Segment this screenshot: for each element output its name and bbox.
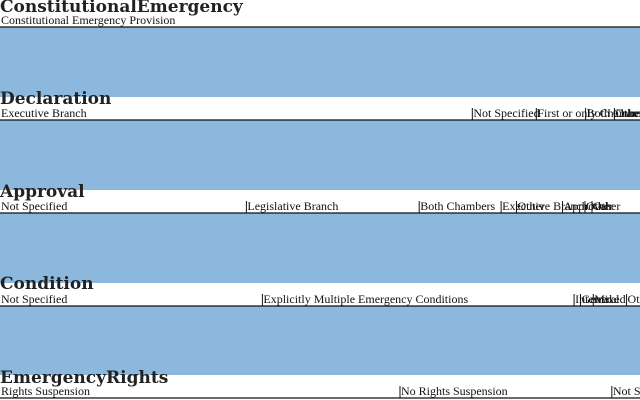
category-label: Rights Suspension [1, 384, 90, 398]
category-label: Not Specified [613, 384, 640, 398]
dimension-title: Declaration [0, 89, 111, 109]
level-band [0, 213, 640, 283]
dimension-title: Approval [0, 182, 85, 202]
dimension-title: Condition [0, 274, 94, 294]
category-label: Not Specified [1, 292, 67, 306]
category-label: Explicitly Multiple Emergency Conditions [263, 292, 468, 306]
level-band [0, 120, 640, 190]
category-label: Constitutional Emergency Provision [1, 13, 175, 27]
category-label: Executive Branch [1, 106, 87, 120]
dimension-title: EmergencyRights [0, 368, 168, 388]
category-label: Internal [575, 292, 613, 306]
category-label: Other [586, 199, 613, 213]
category-label: Other [615, 106, 640, 120]
level-band [0, 306, 640, 375]
category-label: Not Specified [1, 199, 67, 213]
category-label: Executive Branch [502, 199, 588, 213]
category-label: Both Chambers [420, 199, 495, 213]
category-label: Not Specified [473, 106, 539, 120]
bars-layer [0, 27, 640, 375]
category-label: No Rights Suspension [401, 384, 508, 398]
dimension-title: ConstitutionalEmergency [0, 0, 244, 17]
level-band [0, 27, 640, 97]
category-label: General [581, 292, 620, 306]
category-label: Other [628, 292, 640, 306]
category-label: Other [517, 199, 544, 213]
category-label: Approval [564, 199, 610, 213]
category-label: Legislative Branch [247, 199, 338, 213]
category-label: Both Chambers [587, 106, 640, 120]
category-label: Mixed [594, 292, 625, 306]
category-label: Other [593, 199, 620, 213]
